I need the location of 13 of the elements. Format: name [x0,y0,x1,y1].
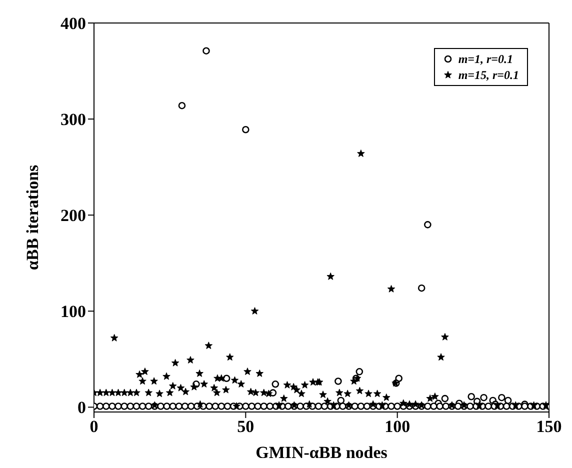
y-tick-label: 0 [78,398,86,418]
y-tick-label: 300 [60,110,86,130]
x-tick-label: 150 [536,417,562,436]
x-axis-title: GMIN-αBB nodes [256,443,388,462]
y-tick-label: 200 [60,206,86,226]
y-tick-label: 100 [60,302,86,322]
y-tick-label: 400 [60,14,86,34]
x-tick-label: 50 [237,417,254,436]
x-tick-label: 100 [384,417,410,436]
legend-label: m=1, r=0.1 [458,51,513,67]
x-tick-label: 0 [90,417,98,436]
legend-label: m=15, r=0.1 [458,67,519,83]
y-axis-title: αBB iterations [23,164,42,270]
